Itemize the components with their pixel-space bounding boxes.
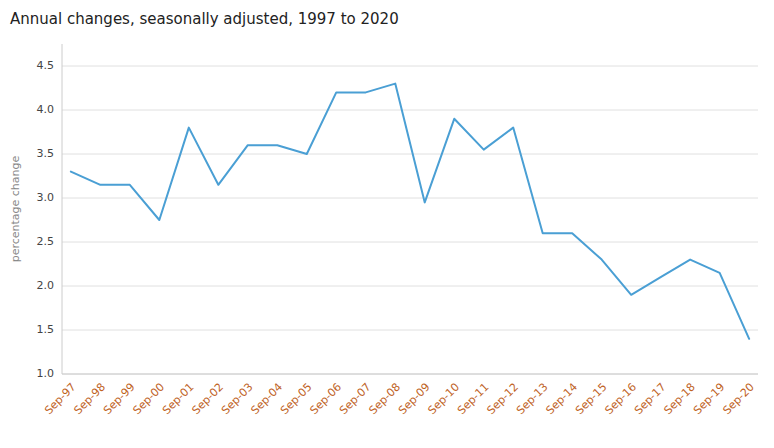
x-tick-label: Sep-00 — [131, 381, 168, 418]
y-ticks: 1.0 1.5 2.0 2.5 3.0 3.5 4.0 4.5 — [37, 59, 55, 380]
x-tick-label: Sep-98 — [72, 381, 109, 418]
grid-line — [62, 374, 758, 375]
grid-line — [62, 110, 758, 111]
y-grid — [62, 66, 758, 374]
x-tick-label: Sep-03 — [219, 381, 256, 418]
x-tick-label: Sep-11 — [455, 381, 492, 418]
grid-line — [62, 242, 758, 243]
x-tick-label: Sep-09 — [396, 381, 433, 418]
x-tick-label: Sep-99 — [101, 381, 138, 418]
grid-line — [62, 330, 758, 331]
x-tick-label: Sep-17 — [632, 381, 669, 418]
chart-container: 1.01.52.02.53.03.54.04.5Sep-97Sep-98Sep-… — [0, 0, 774, 448]
x-tick-label: Sep-18 — [661, 381, 698, 418]
y-axis-line — [62, 44, 63, 374]
plot-area — [71, 84, 749, 339]
chart-title: Annual changes, seasonally adjusted, 199… — [10, 10, 399, 28]
x-tick-label: Sep-15 — [573, 381, 610, 418]
y-tick-label: 1.5 — [37, 323, 55, 336]
x-tick-label: Sep-10 — [425, 381, 462, 418]
x-tick-label: Sep-08 — [366, 381, 403, 418]
x-tick-label: Sep-20 — [720, 381, 757, 418]
y-axis-label: percentage change — [9, 155, 22, 262]
y-tick-label: 2.5 — [37, 235, 55, 248]
x-tick-label: Sep-12 — [484, 381, 521, 418]
y-tick-label: 3.5 — [37, 147, 55, 160]
x-tick-label: Sep-01 — [160, 381, 197, 418]
x-tick-label: Sep-02 — [190, 381, 227, 418]
x-tick-label: Sep-16 — [602, 381, 639, 418]
y-tick-label: 2.0 — [37, 279, 55, 292]
y-tick-label: 4.0 — [37, 103, 55, 116]
grid-line — [62, 286, 758, 287]
data-line — [71, 84, 749, 339]
x-tick-label: Sep-14 — [543, 381, 580, 418]
x-ticks: Sep-97Sep-98Sep-99Sep-00Sep-01Sep-02Sep-… — [42, 381, 757, 418]
x-tick-label: Sep-05 — [278, 381, 315, 418]
x-tick-label: Sep-07 — [337, 381, 374, 418]
y-tick-label: 3.0 — [37, 191, 55, 204]
x-tick-label: Sep-97 — [42, 381, 79, 418]
grid-line — [62, 154, 758, 155]
grid-line — [62, 66, 758, 67]
x-tick-label: Sep-13 — [514, 381, 551, 418]
x-tick-label: Sep-06 — [307, 381, 344, 418]
y-tick-label: 4.5 — [37, 59, 55, 72]
y-tick-label: 1.0 — [37, 367, 55, 380]
x-axis-line — [62, 374, 758, 375]
x-tick-label: Sep-19 — [691, 381, 728, 418]
chart-svg: 1.01.52.02.53.03.54.04.5Sep-97Sep-98Sep-… — [0, 0, 774, 448]
x-tick-label: Sep-04 — [249, 381, 286, 418]
